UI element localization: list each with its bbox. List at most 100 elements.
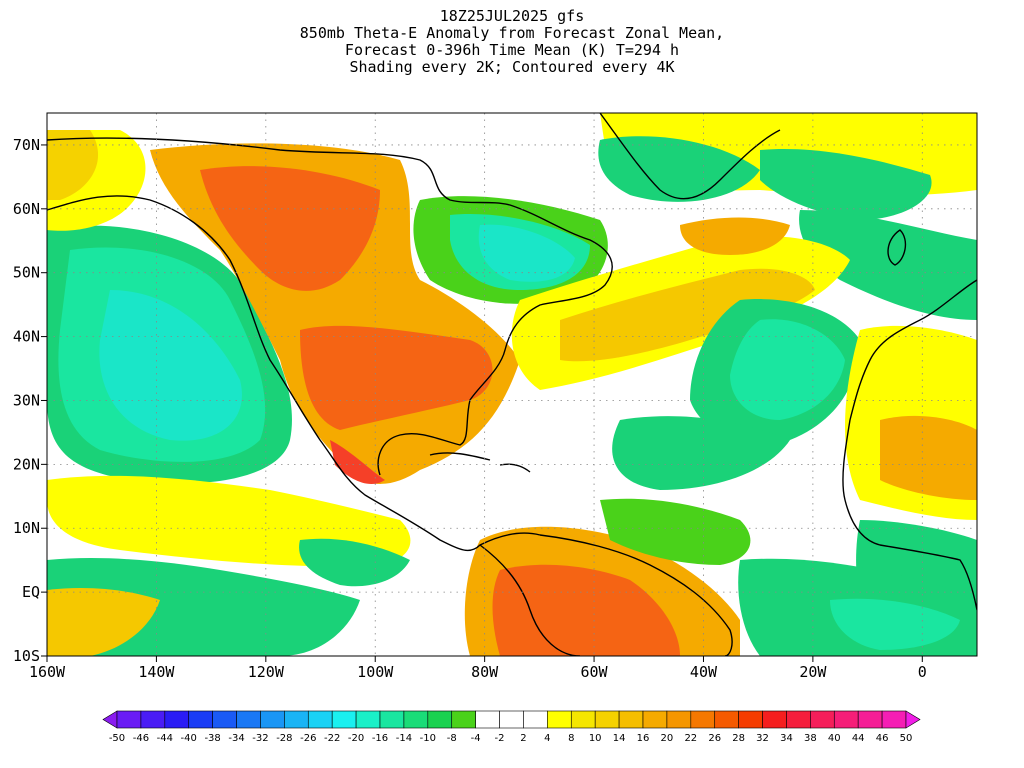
colorbar-label: -4 [471, 733, 481, 744]
lon-tick-label: 0 [918, 663, 927, 681]
colorbar-label: -46 [133, 733, 149, 744]
lon-tick-label: 160W [29, 663, 66, 681]
colorbar-swatch [164, 710, 190, 729]
colorbar-swatch [403, 710, 429, 729]
colorbar-label: -22 [324, 733, 340, 744]
colorbar-label: 16 [637, 733, 650, 744]
lat-tick-label: 40N [13, 328, 40, 346]
colorbar-swatch [594, 710, 620, 729]
colorbar-label: -28 [276, 733, 292, 744]
colorbar-min-arrow [102, 710, 118, 729]
colorbar-label: 28 [732, 733, 745, 744]
colorbar-swatch [236, 710, 261, 729]
colorbar-label: -20 [348, 733, 364, 744]
colorbar-label: -32 [252, 733, 268, 744]
colorbar-label: -44 [157, 733, 173, 744]
lat-tick-label: 50N [13, 264, 40, 282]
lat-lon-gridlines [47, 113, 977, 656]
colorbar-label: -16 [372, 733, 388, 744]
colorbar-label: -34 [228, 733, 244, 744]
colorbar-label: 2 [520, 733, 526, 744]
colorbar-label: 4 [544, 733, 550, 744]
colorbar-swatch [714, 710, 739, 729]
longitude-axis: 160W 140W 120W 100W 80W 60W 40W 20W 0 [29, 656, 927, 681]
lon-tick-label: 60W [581, 663, 609, 681]
colorbar-swatch [570, 710, 596, 729]
colorbar-label: 44 [852, 733, 865, 744]
colorbar-swatch [331, 710, 357, 729]
colorbar-label: -2 [495, 733, 505, 744]
lat-tick-label: 10N [13, 519, 40, 537]
colorbar-swatch [666, 710, 692, 729]
colorbar-swatch [618, 710, 644, 729]
plot-title: 18Z25JUL2025 gfs 850mb Theta-E Anomaly f… [0, 8, 1024, 76]
colorbar-swatch [690, 710, 716, 729]
colorbar-label: -50 [109, 733, 125, 744]
colorbar-swatch [355, 710, 381, 729]
colorbar-label: -38 [204, 733, 220, 744]
lat-tick-label: 20N [13, 455, 40, 473]
lat-tick-label: 10S [13, 647, 40, 665]
colorbar-swatch [140, 710, 166, 729]
colorbar-swatch [786, 710, 811, 729]
colorbar-swatch [738, 710, 763, 729]
colorbar-swatch [188, 710, 213, 729]
colorbar-swatch [475, 710, 500, 729]
colorbar-label: 22 [684, 733, 697, 744]
colorbar-swatch [499, 710, 524, 729]
colorbar-label: 34 [780, 733, 793, 744]
title-line-2: 850mb Theta-E Anomaly from Forecast Zona… [299, 24, 725, 42]
colorbar-swatch [642, 710, 668, 729]
colorbar-swatch [451, 710, 476, 729]
lat-tick-label: 30N [13, 391, 40, 409]
title-line-3: Forecast 0-396h Time Mean (K) T=294 h [344, 41, 680, 59]
colorbar-swatch [427, 710, 453, 729]
lon-tick-label: 140W [138, 663, 175, 681]
colorbar-swatch [284, 710, 309, 729]
lon-tick-label: 80W [471, 663, 499, 681]
colorbar-label: 26 [708, 733, 721, 744]
colorbar-swatch [307, 710, 333, 729]
plot-frame [46, 112, 978, 657]
colorbar-label: 10 [589, 733, 602, 744]
colorbar-swatch [116, 710, 142, 729]
title-line-4: Shading every 2K; Contoured every 4K [349, 58, 675, 76]
colorbar-label: -8 [447, 733, 457, 744]
latitude-axis: 70N 60N 50N 40N 30N 20N 10N EQ 10S [13, 136, 47, 665]
colorbar-label: 20 [661, 733, 674, 744]
colorbar-label: 14 [613, 733, 626, 744]
colorbar-swatch [379, 710, 405, 729]
anomaly-shading [47, 113, 977, 656]
colorbar-label: 38 [804, 733, 817, 744]
colorbar-swatch [212, 710, 237, 729]
colorbar-label: 32 [756, 733, 769, 744]
colorbar-label: 50 [900, 733, 913, 744]
colorbar-swatch [547, 710, 572, 729]
colorbar-label: 46 [876, 733, 889, 744]
colorbar-swatch [881, 710, 907, 729]
title-line-1: 18Z25JUL2025 gfs [439, 7, 585, 25]
colorbar-label: -14 [396, 733, 412, 744]
lat-tick-label: EQ [22, 583, 40, 601]
lon-tick-label: 100W [357, 663, 394, 681]
colorbar-label: 8 [568, 733, 574, 744]
coastlines [47, 113, 977, 656]
lon-tick-label: 20W [799, 663, 827, 681]
lon-tick-label: 120W [248, 663, 285, 681]
colorbar-label: 40 [828, 733, 841, 744]
colorbar-swatch [857, 710, 883, 729]
colorbar-label: -10 [420, 733, 436, 744]
lat-tick-label: 60N [13, 200, 40, 218]
colorbar-swatch [260, 710, 285, 729]
colorbar-swatch [523, 710, 548, 729]
colorbar-swatch [810, 710, 835, 729]
colorbar-swatch [833, 710, 859, 729]
colorbar-swatch [762, 710, 787, 729]
colorbar-max-arrow [905, 710, 921, 729]
colorbar: -50 -46 -44 -40 -38 -34 -32 -28 -26 -22 -20 -16 -14-… [102, 710, 921, 744]
lat-tick-label: 70N [13, 136, 40, 154]
colorbar-label: -40 [181, 733, 197, 744]
colorbar-label: -26 [300, 733, 316, 744]
lon-tick-label: 40W [690, 663, 718, 681]
